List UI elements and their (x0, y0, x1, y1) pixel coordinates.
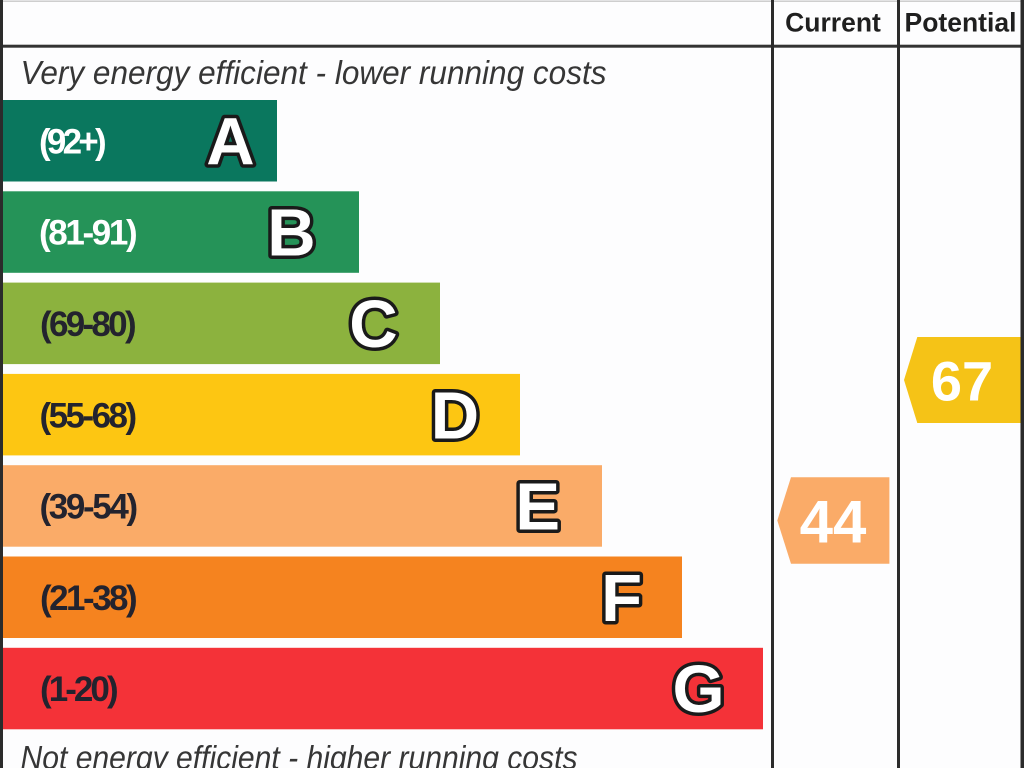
svg-text:G: G (672, 652, 724, 727)
svg-text:67: 67 (931, 349, 993, 412)
svg-text:(55-68): (55-68) (40, 396, 139, 435)
svg-text:(1-20): (1-20) (40, 670, 120, 709)
svg-text:(69-80): (69-80) (40, 305, 138, 344)
svg-text:Current: Current (785, 8, 881, 38)
svg-text:Not energy efficient - higher: Not energy efficient - higher running co… (21, 739, 578, 768)
svg-text:E: E (515, 470, 560, 545)
svg-text:Very energy efficient - lower: Very energy efficient - lower running co… (21, 54, 607, 91)
svg-text:(21-38): (21-38) (40, 579, 139, 618)
svg-text:C: C (349, 287, 397, 362)
svg-text:Potential: Potential (905, 8, 1017, 38)
svg-text:A: A (206, 104, 254, 179)
svg-text:B: B (267, 196, 315, 271)
svg-text:(81-91): (81-91) (39, 214, 139, 253)
svg-text:44: 44 (800, 488, 867, 555)
svg-text:(39-54): (39-54) (40, 488, 140, 527)
svg-text:F: F (601, 561, 642, 636)
svg-text:(92+): (92+) (39, 122, 108, 161)
svg-text:D: D (431, 378, 479, 453)
